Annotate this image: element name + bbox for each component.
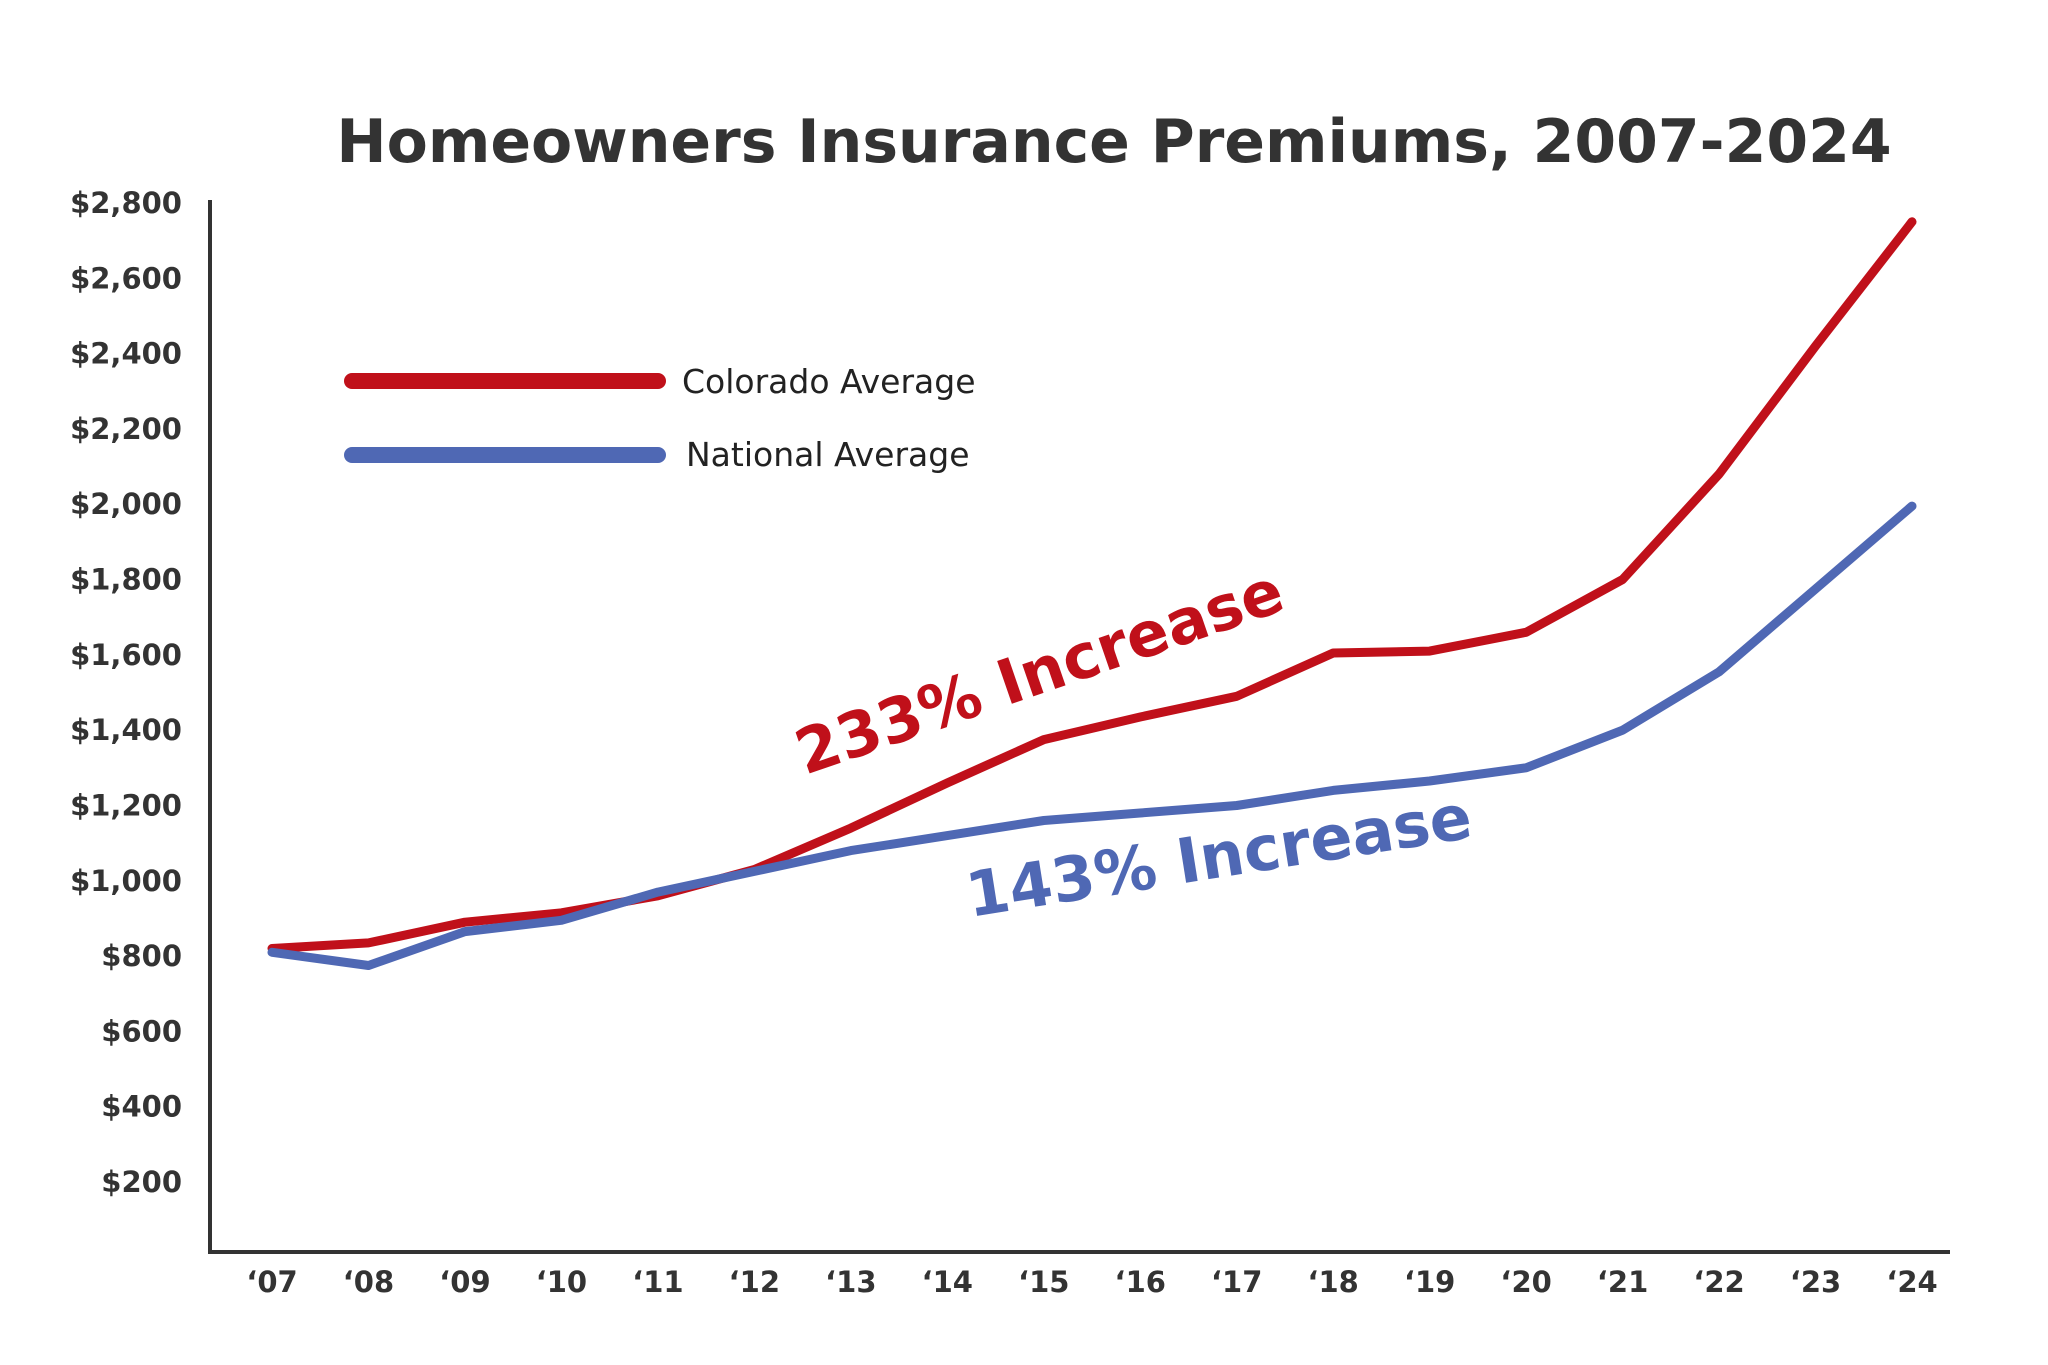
y-tick-label: $1,800	[70, 563, 182, 597]
x-tick-label: ‘08	[343, 1265, 394, 1299]
x-tick-label: ‘14	[922, 1265, 973, 1299]
y-tick-label: $1,000	[70, 864, 182, 898]
y-tick-label: $200	[101, 1165, 182, 1199]
x-tick-label: ‘24	[1886, 1265, 1937, 1299]
series-line-national	[267, 501, 1917, 970]
x-tick-label: ‘15	[1018, 1265, 1069, 1299]
legend-label-colorado: Colorado Average	[682, 362, 976, 401]
legend-label-national: National Average	[686, 435, 970, 474]
y-tick-label: $2,600	[70, 261, 182, 295]
series-lines	[267, 217, 1917, 970]
x-tick-label: ‘12	[729, 1265, 780, 1299]
chart-title: Homeowners Insurance Premiums, 2007-2024	[336, 107, 1891, 177]
y-tick-label: $2,200	[70, 412, 182, 446]
x-tick-label: ‘22	[1693, 1265, 1744, 1299]
annotation-colorado-increase: 233% Increase	[786, 554, 1292, 789]
x-tick-label: ‘18	[1307, 1265, 1358, 1299]
series-line-colorado	[267, 217, 1917, 953]
y-tick-label: $2,000	[70, 487, 182, 521]
y-tick-label: $1,400	[70, 713, 182, 747]
y-tick-label: $2,800	[70, 186, 182, 220]
y-tick-label: $400	[101, 1090, 182, 1124]
y-tick-label: $1,600	[70, 638, 182, 672]
x-tick-label: ‘13	[825, 1265, 876, 1299]
x-tick-label: ‘17	[1211, 1265, 1262, 1299]
x-tick-label: ‘10	[536, 1265, 587, 1299]
y-tick-label: $1,200	[70, 788, 182, 822]
x-tick-label: ‘09	[439, 1265, 490, 1299]
x-tick-label: ‘19	[1404, 1265, 1455, 1299]
x-tick-label: ‘20	[1500, 1265, 1551, 1299]
y-axis-ticks: $200 $400 $600 $800 $1,000 $1,200 $1,400 $1,600…	[70, 186, 182, 1199]
legend: Colorado Average National Average	[344, 362, 976, 474]
x-tick-label: ‘23	[1790, 1265, 1841, 1299]
x-tick-label: ‘16	[1115, 1265, 1166, 1299]
x-axis-ticks: ‘07 ‘08 ‘09 ‘10 ‘11 ‘12 ‘13 ‘14 ‘15 ‘16 ‘17 ‘18 ‘19 ‘…	[246, 1265, 1937, 1299]
y-tick-label: $600	[101, 1014, 182, 1048]
x-tick-label: ‘21	[1597, 1265, 1648, 1299]
x-tick-label: ‘07	[246, 1265, 297, 1299]
y-tick-label: $800	[101, 939, 182, 973]
y-tick-label: $2,400	[70, 337, 182, 371]
axis-lines	[208, 200, 1950, 1254]
x-tick-label: ‘11	[632, 1265, 683, 1299]
